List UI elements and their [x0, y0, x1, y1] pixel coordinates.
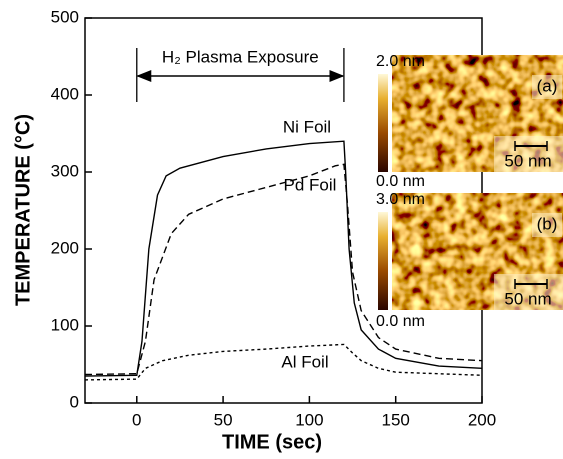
series-label: Ni Foil [283, 117, 331, 136]
x-tick-label: 200 [468, 410, 496, 429]
y-tick-label: 400 [51, 84, 79, 103]
colorbar-min-label: 0.0 nm [376, 313, 425, 330]
color-bar [378, 74, 388, 172]
series-label: Al Foil [281, 352, 328, 371]
series-line [84, 343, 483, 381]
colorbar-max-label: 3.0 nm [376, 191, 425, 208]
y-axis-title: TEMPERATURE (°C) [12, 114, 34, 306]
tag-bg [532, 75, 562, 99]
y-tick-label: 200 [51, 238, 79, 257]
annotation: H₂ Plasma Exposure [162, 47, 319, 66]
series-label: Pd Foil [284, 175, 337, 194]
scale-bg [494, 274, 563, 310]
colorbar-min-label: 0.0 nm [376, 173, 425, 190]
scale-label: 50 nm [504, 151, 551, 170]
x-tick-label: 100 [295, 410, 323, 429]
color-bar [378, 212, 388, 310]
colorbar-max-label: 2.0 nm [376, 53, 425, 70]
inset-tag: (a) [537, 76, 558, 95]
scale-label: 50 nm [504, 289, 551, 308]
x-tick-label: 50 [214, 410, 233, 429]
x-tick-label: 0 [132, 410, 141, 429]
y-tick-label: 100 [51, 315, 79, 334]
x-tick-label: 150 [382, 410, 410, 429]
y-tick-label: 0 [70, 392, 79, 411]
inset-tag: (b) [537, 214, 558, 233]
y-tick-label: 300 [51, 161, 79, 180]
scale-bg [494, 136, 563, 172]
x-axis-title: TIME (sec) [222, 431, 322, 453]
series-line [84, 140, 483, 377]
tag-bg [532, 213, 562, 237]
y-tick-label: 500 [51, 7, 79, 26]
series-line [84, 163, 483, 376]
